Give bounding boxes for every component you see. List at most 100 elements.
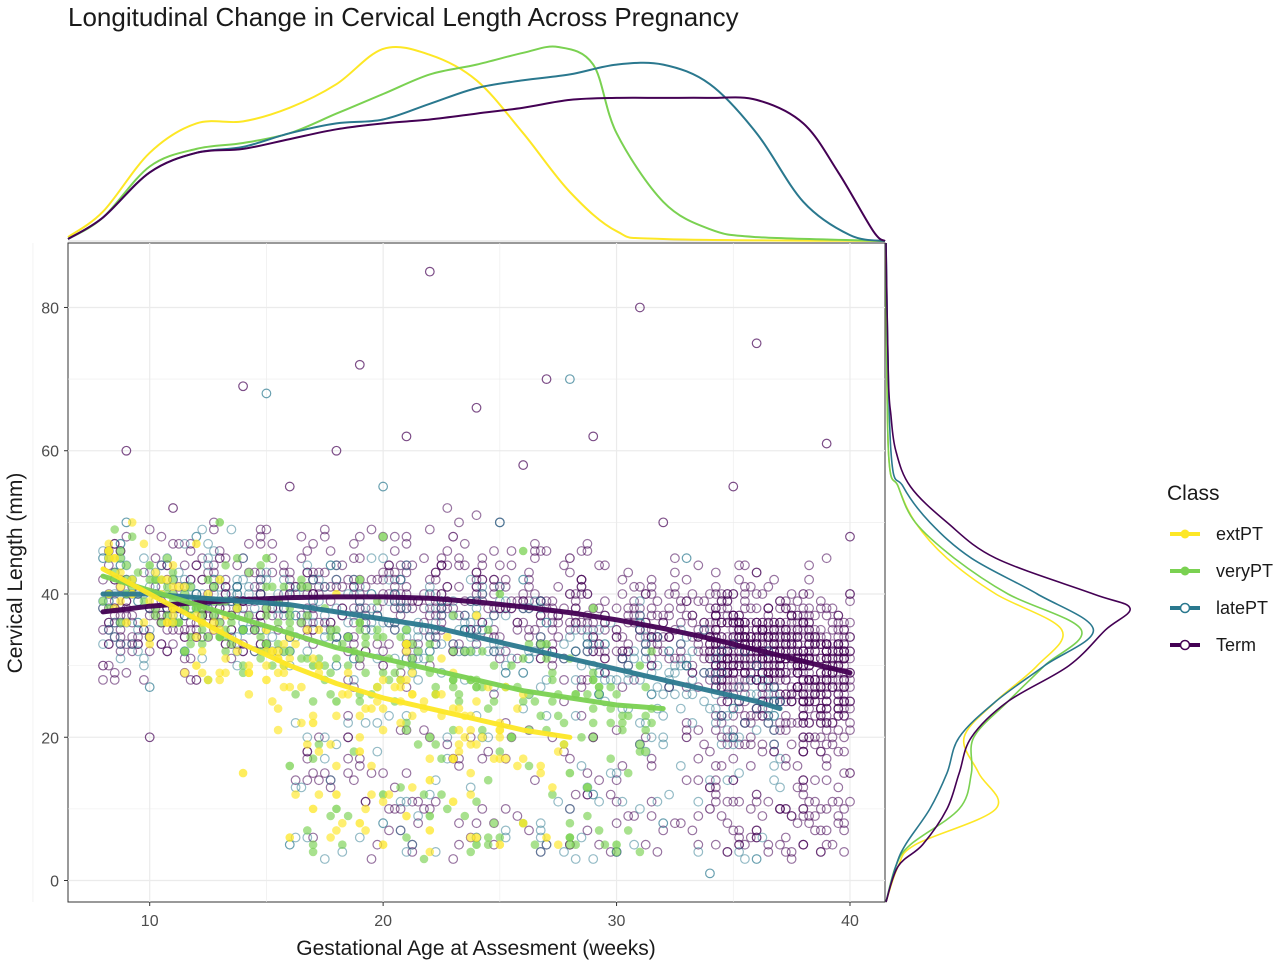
point-Term bbox=[681, 596, 692, 607]
point-latePT bbox=[133, 624, 143, 635]
point-Term bbox=[815, 703, 826, 714]
point-extPT bbox=[425, 754, 435, 763]
point-Term bbox=[722, 667, 733, 678]
point-Term bbox=[792, 682, 803, 692]
point-veryPT bbox=[583, 811, 592, 821]
point-Term bbox=[384, 560, 394, 571]
point-Term bbox=[821, 804, 832, 814]
point-veryPT bbox=[232, 553, 242, 563]
point-Term bbox=[133, 632, 143, 642]
point-Term bbox=[681, 732, 692, 743]
point-Term bbox=[763, 624, 774, 635]
point-Term bbox=[716, 660, 727, 671]
point-extPT bbox=[168, 582, 178, 592]
point-Term bbox=[827, 646, 838, 657]
point-veryPT bbox=[390, 668, 400, 678]
point-veryPT bbox=[588, 668, 598, 678]
point-Term bbox=[582, 768, 593, 778]
point-veryPT bbox=[343, 661, 353, 670]
y-tick-label: 80 bbox=[41, 300, 59, 317]
point-extPT bbox=[548, 783, 557, 792]
point-Term bbox=[780, 847, 791, 857]
point-Term bbox=[845, 632, 855, 642]
point-Term bbox=[156, 531, 167, 542]
point-veryPT bbox=[606, 718, 615, 728]
point-Term bbox=[407, 560, 418, 571]
point-latePT bbox=[384, 710, 394, 721]
point-Term bbox=[792, 718, 803, 728]
point-veryPT bbox=[279, 582, 289, 592]
point-Term bbox=[419, 725, 429, 735]
point-latePT bbox=[565, 804, 575, 814]
point-veryPT bbox=[588, 604, 598, 613]
point-veryPT bbox=[524, 761, 534, 771]
point-veryPT bbox=[297, 575, 306, 584]
point-Term bbox=[687, 667, 698, 678]
point-Term bbox=[827, 739, 838, 750]
point-Term bbox=[775, 718, 785, 728]
point-latePT bbox=[734, 768, 744, 778]
point-Term bbox=[477, 574, 488, 585]
point-extPT bbox=[408, 711, 417, 721]
point-Term bbox=[588, 632, 599, 642]
point-veryPT bbox=[483, 704, 493, 713]
point-Term bbox=[775, 804, 785, 814]
point-latePT bbox=[156, 560, 167, 571]
point-Term bbox=[804, 560, 814, 571]
point-Term bbox=[833, 782, 844, 793]
point-latePT bbox=[751, 854, 762, 864]
point-Term bbox=[798, 710, 809, 721]
point-Term bbox=[780, 667, 791, 678]
point-Term bbox=[710, 761, 721, 771]
point-Term bbox=[821, 839, 832, 850]
point-Term bbox=[815, 596, 826, 607]
point-Term bbox=[430, 567, 441, 578]
point-extPT bbox=[303, 625, 312, 635]
point-extPT bbox=[553, 747, 563, 756]
point-Term bbox=[401, 538, 412, 549]
point-Term bbox=[769, 632, 779, 642]
point-Term bbox=[728, 753, 739, 764]
point-Term bbox=[827, 603, 838, 614]
point-Term bbox=[810, 646, 820, 657]
point-extPT bbox=[373, 682, 382, 692]
point-latePT bbox=[243, 581, 254, 592]
point-extPT bbox=[454, 747, 464, 756]
point-Term bbox=[506, 560, 517, 571]
point-Term bbox=[629, 603, 639, 614]
point-Term bbox=[681, 725, 692, 735]
point-Term bbox=[582, 617, 593, 628]
point-Term bbox=[763, 796, 774, 807]
point-Term bbox=[699, 617, 709, 628]
point-Term bbox=[459, 560, 470, 571]
point-veryPT bbox=[303, 582, 312, 592]
point-Term bbox=[576, 675, 587, 685]
point-Term bbox=[745, 653, 756, 664]
point-extPT bbox=[332, 761, 341, 771]
point-latePT bbox=[459, 617, 470, 628]
point-Term bbox=[804, 732, 814, 743]
point-veryPT bbox=[565, 768, 575, 778]
point-Term bbox=[728, 632, 739, 642]
point-veryPT bbox=[355, 618, 365, 627]
point-latePT bbox=[652, 682, 663, 692]
point-latePT bbox=[611, 768, 622, 778]
point-Term bbox=[144, 524, 155, 535]
point-Term bbox=[810, 739, 820, 750]
point-latePT bbox=[769, 761, 779, 771]
point-Term bbox=[798, 682, 809, 692]
point-Term bbox=[448, 531, 459, 542]
point-Term bbox=[810, 632, 820, 642]
point-Term bbox=[512, 811, 523, 821]
point-veryPT bbox=[431, 682, 441, 692]
point-Term bbox=[576, 589, 587, 599]
point-latePT bbox=[261, 567, 272, 578]
point-Term bbox=[722, 847, 733, 857]
point-extPT bbox=[145, 596, 154, 606]
point-Term bbox=[839, 696, 849, 707]
point-Term bbox=[815, 624, 826, 635]
point-Term bbox=[845, 646, 855, 657]
point-latePT bbox=[710, 653, 721, 664]
point-Term bbox=[530, 624, 540, 635]
point-Term bbox=[722, 653, 733, 664]
